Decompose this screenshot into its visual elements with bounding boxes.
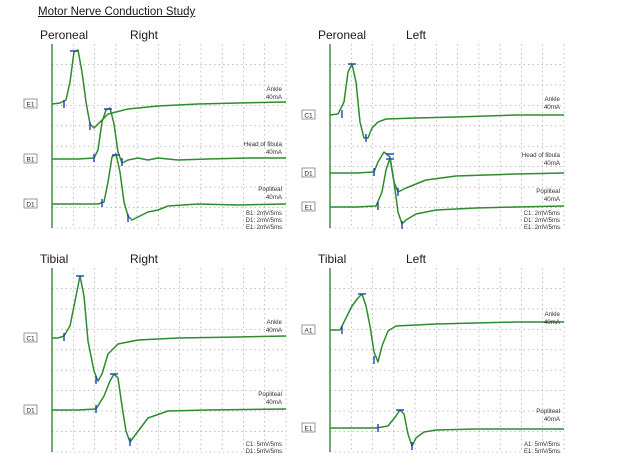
side-label: Right (130, 252, 159, 266)
intensity-label: 40mA (544, 416, 561, 423)
grid (52, 44, 287, 229)
channel-label: D1 (26, 408, 35, 415)
site-label: Head of fibula (244, 141, 283, 148)
site-label: Popliteal (536, 188, 560, 195)
waveform-line (330, 409, 564, 447)
channel-label: D1 (26, 202, 35, 209)
intensity-label: 40mA (266, 94, 283, 101)
channel-box (301, 201, 316, 212)
intensity-label: 40mA (266, 194, 283, 201)
scale-label: C1: 5mV/5ms (246, 442, 282, 448)
intensity-label: 40mA (266, 399, 283, 406)
channel-label: C1 (26, 336, 35, 343)
channel-box (23, 332, 38, 343)
side-label: Right (130, 28, 159, 42)
site-label: Popliteal (258, 391, 282, 398)
site-label: Ankle (267, 319, 283, 326)
side-label: Left (406, 252, 427, 266)
channel-box (301, 324, 316, 335)
channel-box (301, 422, 316, 433)
waveform-line (330, 157, 565, 225)
waveform-line (52, 275, 287, 382)
site-label: Popliteal (536, 408, 560, 415)
channel-box (23, 153, 38, 164)
scale-label: E1: 2mV/5ms (246, 225, 282, 231)
side-label: Left (406, 28, 427, 42)
channel-label: C1 (304, 113, 313, 120)
channel-label: D1 (304, 171, 313, 178)
site-label: Popliteal (258, 186, 282, 193)
channel-box (23, 404, 38, 415)
intensity-label: 40mA (266, 327, 283, 334)
channel-label: A1 (305, 328, 313, 335)
nerve-label: Peroneal (40, 28, 89, 42)
channel-label: B1 (27, 157, 35, 164)
waveform-line (52, 153, 287, 221)
panel-tibial-right: Tibial Right C1 Ankle 40mA D1 Popliteal 40mA C… (23, 252, 338, 462)
grid (330, 268, 565, 453)
scale-label: E1: 2mV/5ms (524, 225, 560, 231)
intensity-label: 40mA (544, 319, 561, 326)
channel-box (301, 167, 316, 178)
site-label: Ankle (545, 96, 561, 103)
panel-tibial-left: Tibial Left A1 Ankle 40mA E1 Popliteal 40mA A1… (301, 252, 616, 462)
channel-label: E1 (305, 426, 313, 433)
nerve-label: Tibial (318, 252, 347, 266)
waveform-line (52, 107, 286, 164)
waveform-line (330, 293, 564, 363)
waveform-line (52, 373, 287, 443)
scale-label: D1: 2mV/5ms (524, 218, 560, 224)
channel-box (301, 109, 316, 120)
scale-label: C1: 2mV/5ms (524, 211, 560, 217)
waveform-line (51, 49, 287, 129)
scale-label: A1: 5mV/5ms (524, 442, 560, 448)
site-label: Head of fibula (522, 152, 561, 159)
scale-label: D1: 2mV/5ms (246, 218, 282, 224)
waveform-line (329, 63, 564, 139)
nerve-label: Peroneal (318, 28, 367, 42)
intensity-label: 40mA (266, 149, 283, 156)
channel-box (23, 198, 38, 209)
scale-label: D1: 5mV/5ms (246, 449, 282, 455)
channel-label: E1 (305, 205, 313, 212)
scale-label: B1: 2mV/5ms (246, 211, 282, 217)
intensity-label: 40mA (544, 196, 561, 203)
nerve-label: Tibial (40, 252, 69, 266)
grid (330, 44, 565, 229)
grid (52, 268, 287, 453)
panel-peroneal-left: Peroneal Left C1 Ankle 40mA D1 Head of fibul… (301, 28, 616, 238)
site-label: Ankle (545, 311, 561, 318)
panel-peroneal-right: Peroneal Right E1 Ankle 40mA B1 Head of fibu… (23, 28, 338, 238)
chart-title: Motor Nerve Conduction Study (38, 6, 196, 18)
site-label: Ankle (267, 86, 283, 93)
channel-label: E1 (27, 102, 35, 109)
intensity-label: 40mA (544, 160, 561, 167)
channel-box (23, 98, 38, 109)
intensity-label: 40mA (544, 104, 561, 111)
scale-label: E1: 5mV/5ms (524, 449, 560, 455)
